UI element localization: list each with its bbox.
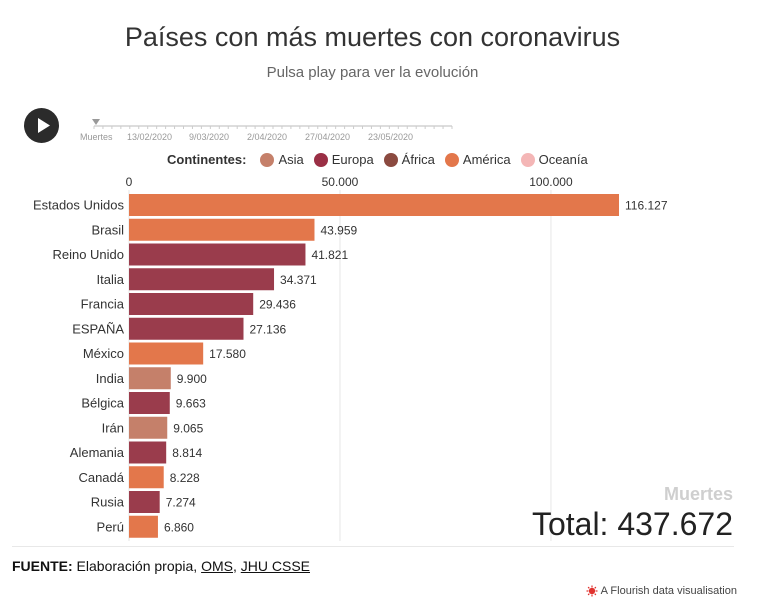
category-label: ESPAÑA bbox=[72, 321, 124, 336]
value-label: 41.821 bbox=[311, 248, 348, 262]
footer-source: FUENTE: Elaboración propia, OMS, JHU CSS… bbox=[12, 558, 310, 574]
legend-swatch-europa bbox=[313, 152, 328, 167]
total-value: Total: 437.672 bbox=[532, 506, 733, 542]
value-label: 17.580 bbox=[209, 347, 246, 361]
value-label: 29.436 bbox=[259, 298, 296, 312]
legend-swatch-asia bbox=[260, 152, 275, 167]
category-label: Estados Unidos bbox=[33, 198, 125, 213]
category-label: Rusia bbox=[91, 495, 125, 510]
value-label: 27.136 bbox=[250, 322, 287, 336]
legend-item-europa[interactable]: Europa bbox=[313, 152, 374, 167]
legend-swatch-africa bbox=[383, 152, 398, 167]
bar bbox=[129, 342, 204, 365]
legend-label-america: América bbox=[462, 152, 511, 167]
source-separator: , bbox=[232, 558, 241, 574]
x-tick-label: 0 bbox=[126, 175, 133, 189]
bar bbox=[129, 392, 170, 414]
source-link-oms[interactable]: OMS bbox=[201, 558, 233, 574]
category-label: Canadá bbox=[78, 470, 124, 485]
value-label: 7.274 bbox=[166, 496, 196, 510]
bar bbox=[129, 243, 306, 266]
value-label: 9.065 bbox=[173, 421, 203, 435]
legend-label-africa: África bbox=[401, 152, 435, 167]
legend-item-oceania[interactable]: Oceanía bbox=[520, 152, 588, 167]
value-label: 6.860 bbox=[164, 520, 194, 534]
bar bbox=[129, 293, 254, 315]
legend-item-africa[interactable]: África bbox=[383, 152, 435, 167]
play-button[interactable] bbox=[24, 108, 59, 143]
category-label: Alemania bbox=[70, 445, 125, 460]
legend-item-america[interactable]: América bbox=[444, 152, 511, 167]
category-label: Brasil bbox=[91, 222, 124, 237]
legend-label-asia: Asia bbox=[278, 152, 304, 167]
legend-swatch-america bbox=[444, 152, 459, 167]
x-tick-label: 50.000 bbox=[322, 175, 359, 189]
category-label: Bélgica bbox=[81, 396, 124, 411]
bar bbox=[129, 194, 619, 216]
category-label: Irán bbox=[102, 420, 124, 435]
value-label: 8.228 bbox=[170, 471, 200, 485]
bar bbox=[129, 218, 315, 241]
page-subtitle: Pulsa play para ver la evolución bbox=[266, 64, 479, 81]
flourish-credit-text: A Flourish data visualisation bbox=[600, 585, 737, 597]
value-label: 8.814 bbox=[172, 446, 202, 460]
bar bbox=[129, 491, 160, 513]
legend-item-asia[interactable]: Asia bbox=[260, 152, 304, 167]
total-caption: Muertes bbox=[664, 484, 733, 504]
timeline-label: Muertes bbox=[80, 132, 113, 142]
timeline-date: 2/04/2020 bbox=[247, 132, 287, 142]
bar bbox=[129, 466, 164, 489]
timeline-date: 13/02/2020 bbox=[127, 132, 172, 142]
category-label: Italia bbox=[97, 272, 125, 287]
value-label: 9.900 bbox=[177, 372, 207, 386]
legend: Continentes: Asia Europa África América … bbox=[167, 152, 598, 167]
category-label: Reino Unido bbox=[52, 247, 124, 262]
timeline-handle bbox=[92, 119, 100, 125]
category-label: Francia bbox=[81, 297, 125, 312]
category-label: Perú bbox=[97, 519, 124, 534]
flourish-logo-icon bbox=[586, 585, 598, 597]
footer-divider bbox=[12, 546, 734, 547]
timeline-date: 27/04/2020 bbox=[305, 132, 350, 142]
legend-swatch-oceania bbox=[520, 152, 535, 167]
bar bbox=[129, 515, 158, 538]
source-text: Elaboración propia, bbox=[72, 558, 202, 574]
bar bbox=[129, 317, 244, 340]
category-label: India bbox=[96, 371, 125, 386]
bar bbox=[129, 367, 171, 390]
value-label: 116.127 bbox=[625, 199, 668, 213]
play-icon bbox=[38, 118, 50, 133]
timeline-date: 9/03/2020 bbox=[189, 132, 229, 142]
bar bbox=[129, 268, 275, 291]
bar bbox=[129, 441, 167, 464]
value-label: 34.371 bbox=[280, 273, 317, 287]
bar bbox=[129, 416, 168, 439]
page-title: Países con más muertes con coronavirus bbox=[124, 22, 621, 52]
value-label: 9.663 bbox=[176, 397, 206, 411]
source-link-jhu[interactable]: JHU CSSE bbox=[240, 558, 310, 574]
legend-title: Continentes: bbox=[167, 152, 247, 167]
category-label: México bbox=[83, 346, 124, 361]
value-label: 43.959 bbox=[320, 223, 357, 237]
legend-label-oceania: Oceanía bbox=[538, 152, 588, 167]
legend-label-europa: Europa bbox=[331, 152, 374, 167]
timeline-date: 23/05/2020 bbox=[368, 132, 413, 142]
flourish-credit[interactable]: A Flourish data visualisation bbox=[586, 585, 737, 597]
source-label: FUENTE: bbox=[12, 558, 73, 574]
x-tick-label: 100.000 bbox=[529, 175, 573, 189]
